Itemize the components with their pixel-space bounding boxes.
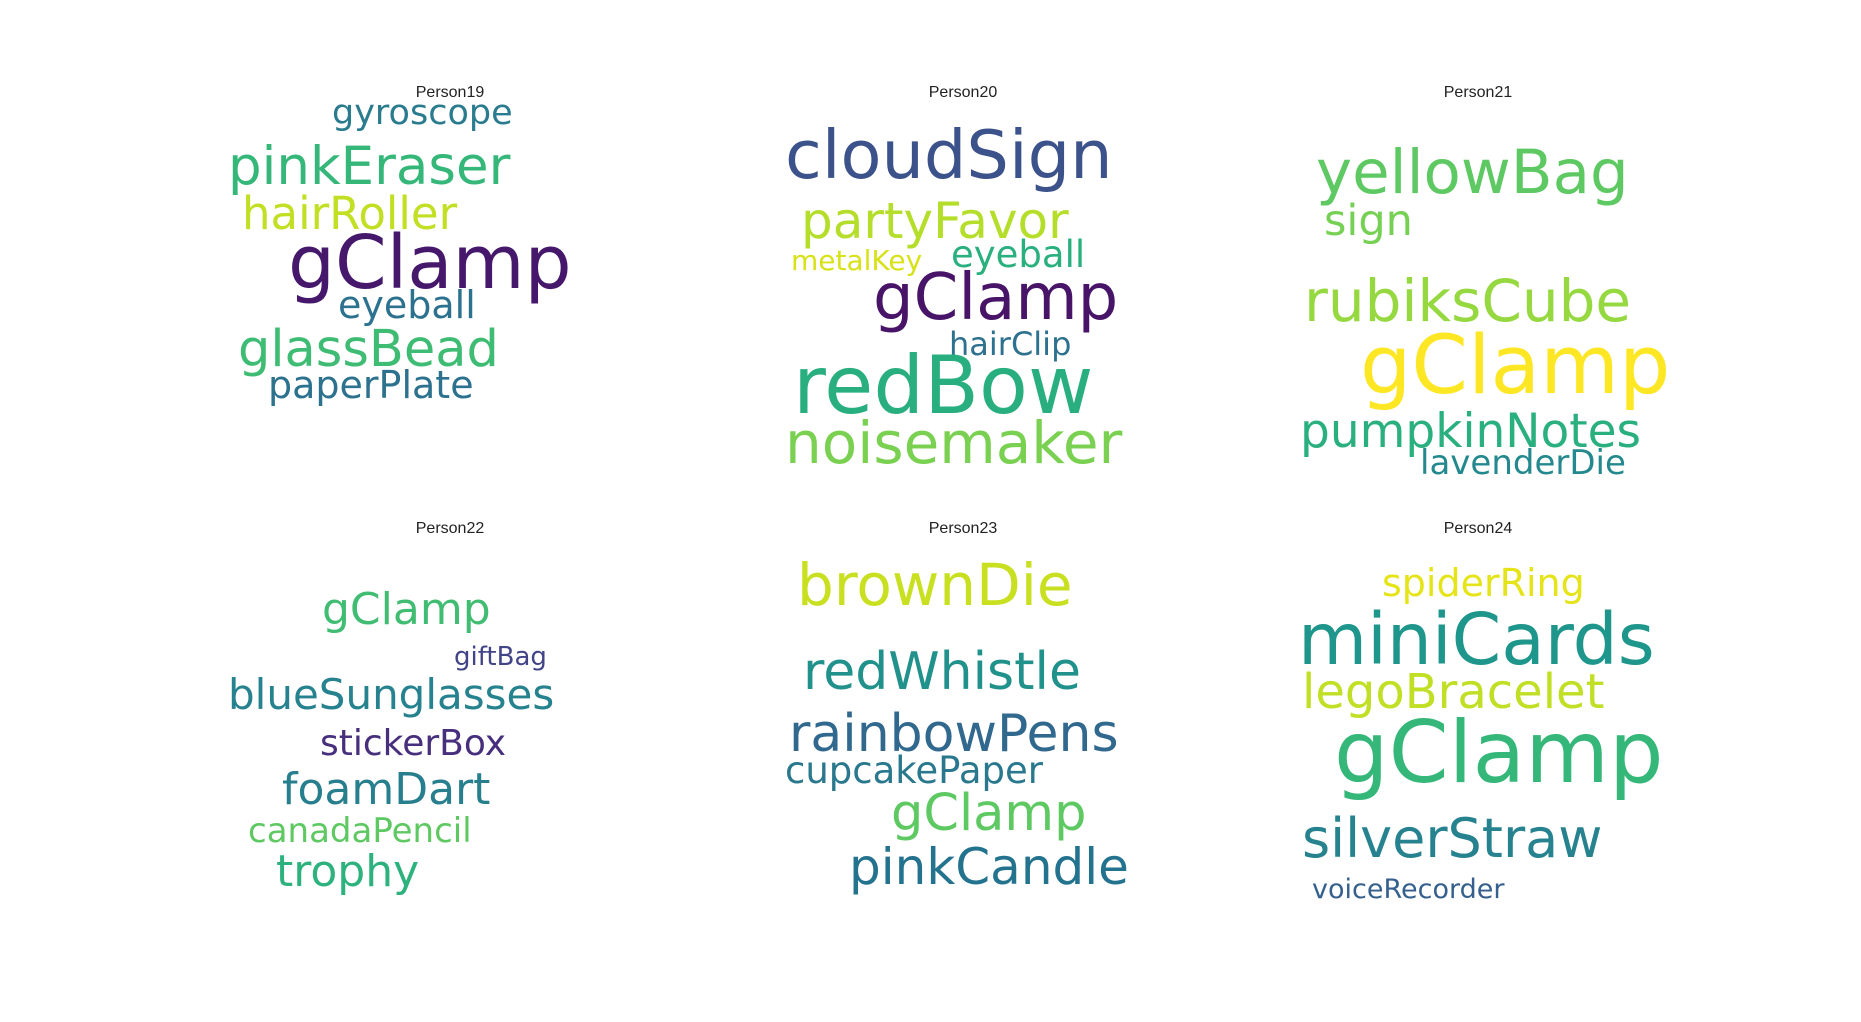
word: yellowBag [1316,137,1629,208]
word: paperPlate [268,363,474,407]
word: pinkCandle [849,838,1129,896]
wordcloud-panel-person21: Person21 yellowBag sign rubiksCube gClam… [1268,84,1688,484]
word: trophy [276,846,420,897]
word-cloud: spiderRing miniCards legoBracelet gClamp… [1268,520,1688,920]
word: pinkEraser [228,136,511,197]
word: eyeball [338,283,476,327]
word-cloud: gyroscope pinkEraser hairRoller gClamp e… [228,84,660,484]
word: gClamp [1334,703,1664,803]
word: silverStraw [1302,807,1603,870]
word-cloud: gClamp giftBag blueSunglasses stickerBox… [228,520,660,920]
word: redBow [793,339,1094,432]
word: glassBead [238,320,499,379]
word: gClamp [288,220,572,306]
word: hairRoller [242,187,458,240]
word: giftBag [454,642,547,672]
word: gClamp [322,584,491,635]
panel-title: Person22 [415,520,485,537]
word: gClamp [873,261,1119,335]
word: miniCards [1298,598,1655,681]
panel-title: Person21 [1443,84,1513,101]
word: metalKey [791,244,923,277]
panel-title: Person23 [928,520,998,537]
word: spiderRing [1382,561,1585,605]
wordcloud-panel-person24: Person24 spiderRing miniCards legoBracel… [1268,520,1688,920]
word: foamDart [282,764,491,815]
panel-title: Person20 [928,84,998,101]
word: eyeball [951,233,1086,276]
word: redWhistle [803,642,1081,702]
word: noisemaker [785,409,1123,477]
word-cloud: brownDie redWhistle rainbowPens cupcakeP… [753,520,1173,920]
word: voiceRecorder [1312,874,1505,905]
panel-title: Person19 [415,84,485,101]
word: brownDie [797,551,1073,619]
word: cupcakePaper [785,749,1043,792]
wordcloud-panel-person20: Person20 cloudSign partyFavor metalKey e… [753,84,1173,484]
wordcloud-panel-person19: Person19 gyroscope pinkEraser hairRoller… [228,84,660,484]
word: pumpkinNotes [1300,404,1642,459]
word: hairClip [949,325,1072,363]
word: canadaPencil [248,811,472,851]
word: lavenderDie [1420,443,1626,483]
word: stickerBox [320,723,507,764]
word: legoBracelet [1302,664,1605,720]
word: gyroscope [332,93,513,133]
word: cloudSign [785,116,1113,194]
word-cloud: cloudSign partyFavor metalKey eyeball gC… [753,84,1173,484]
wordcloud-panel-person23: Person23 brownDie redWhistle rainbowPens… [753,520,1173,920]
word: gClamp [891,784,1087,843]
word: sign [1324,196,1413,246]
word: gClamp [1360,319,1671,413]
wordcloud-panel-person22: Person22 gClamp giftBag blueSunglasses s… [228,520,660,920]
word-cloud: yellowBag sign rubiksCube gClamp pumpkin… [1268,84,1688,484]
word: blueSunglasses [228,670,555,719]
word: rainbowPens [789,704,1119,764]
word: rubiksCube [1304,267,1632,335]
panel-title: Person24 [1443,520,1513,537]
word: partyFavor [801,192,1069,250]
